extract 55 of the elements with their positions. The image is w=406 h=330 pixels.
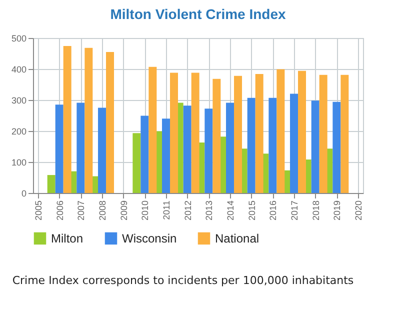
bar <box>132 133 141 193</box>
x-tick-label: 2006 <box>54 200 65 221</box>
bar <box>170 72 178 193</box>
x-tick-label: 2020 <box>354 200 364 221</box>
bar <box>183 106 192 193</box>
bar <box>276 69 285 193</box>
bar <box>298 70 306 193</box>
bar <box>76 102 85 193</box>
bar <box>226 102 234 193</box>
bar <box>290 94 298 193</box>
y-tick-label: 400 <box>11 64 26 74</box>
y-tick-label: 500 <box>11 34 26 44</box>
x-tick-label: 2009 <box>118 200 129 221</box>
bar <box>63 46 72 193</box>
x-tick-label: 2008 <box>98 200 108 221</box>
x-tick-label: 2017 <box>290 200 300 221</box>
bar <box>340 74 349 193</box>
x-tick-label: 2014 <box>226 200 236 221</box>
text: Crime Index corresponds to incidents per 100,000 inhabitants <box>12 274 354 287</box>
y-tick-label: 200 <box>11 126 26 136</box>
x-tick-label: 2010 <box>140 200 150 221</box>
bar <box>84 48 93 193</box>
x-tick-label: 2016 <box>268 200 278 221</box>
x-tick-label: 2015 <box>246 200 257 221</box>
x-tick-label: 2007 <box>76 200 86 221</box>
bar <box>234 76 242 193</box>
bar <box>311 100 320 193</box>
bar <box>319 74 328 193</box>
bar <box>47 175 56 193</box>
bar <box>55 104 64 193</box>
x-tick-label: 2013 <box>204 200 214 221</box>
legend-label: Wisconsin <box>122 231 177 246</box>
x-tick-label: 2019 <box>332 200 342 221</box>
x-tick-label: 2005 <box>34 200 44 221</box>
chart-title: Milton Violent Crime Index <box>110 6 286 22</box>
x-tick-label: 2018 <box>310 200 321 221</box>
x-tick-label: 2011 <box>162 200 172 220</box>
bar <box>106 52 114 193</box>
y-tick-label: 100 <box>11 158 26 168</box>
y-tick-label: 0 <box>21 188 26 198</box>
y-tick-label: 300 <box>11 96 26 106</box>
bar <box>162 118 170 193</box>
x-tick-label: 2012 <box>182 200 193 221</box>
bar <box>255 74 264 193</box>
legend-label: National <box>215 231 260 246</box>
bar <box>268 98 277 193</box>
bar <box>212 78 221 193</box>
bar <box>191 72 200 193</box>
bar <box>332 102 341 193</box>
bar <box>148 66 157 193</box>
bar <box>204 108 213 193</box>
bar <box>247 98 256 193</box>
bar <box>98 108 106 193</box>
bar <box>140 116 149 193</box>
legend-label: Milton <box>51 231 84 246</box>
